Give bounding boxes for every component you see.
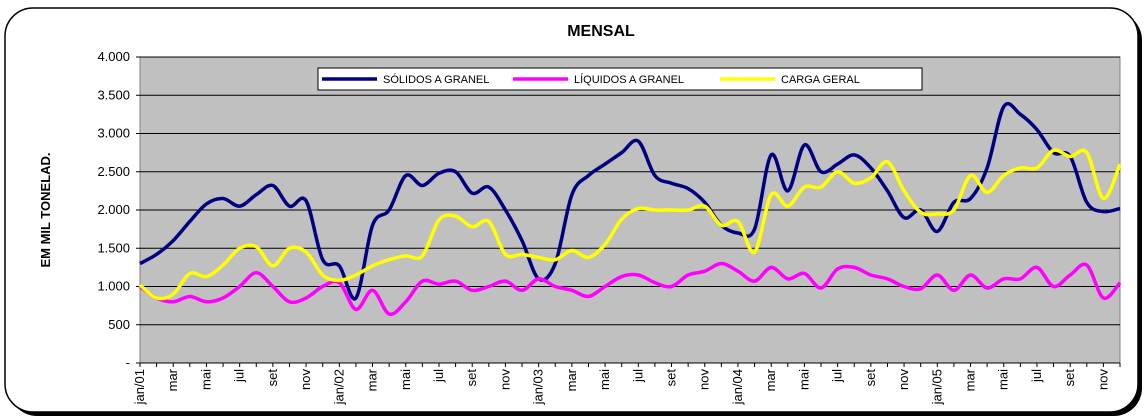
legend-label: LÍQUIDOS A GRANEL bbox=[574, 73, 684, 86]
legend-label: CARGA GERAL bbox=[781, 74, 860, 86]
x-tick-label: set bbox=[664, 369, 679, 387]
x-tick-label: nov bbox=[697, 369, 712, 390]
y-tick-label: 3.500 bbox=[97, 87, 130, 102]
x-tick-label: set bbox=[464, 369, 479, 387]
x-tick-label: mar bbox=[564, 368, 579, 391]
x-tick-label: set bbox=[1062, 369, 1077, 387]
x-tick-label: mai bbox=[996, 369, 1011, 390]
x-tick-label: mai bbox=[796, 369, 811, 390]
x-tick-label: mar bbox=[365, 368, 380, 391]
series-line bbox=[138, 148, 1122, 301]
x-tick-label: mar bbox=[165, 368, 180, 391]
y-tick-label: - bbox=[126, 355, 130, 370]
x-tick-label: jan/02 bbox=[331, 369, 346, 405]
legend bbox=[317, 67, 923, 91]
x-tick-label: jul bbox=[630, 369, 645, 383]
x-tick-label: nov bbox=[1095, 369, 1110, 390]
y-tick-label: 4.000 bbox=[97, 49, 130, 64]
chart-title: MENSAL bbox=[567, 23, 635, 40]
series-line bbox=[138, 261, 1122, 317]
y-axis-label: EM MIL TONELAD. bbox=[38, 152, 53, 267]
x-tick-label: nov bbox=[298, 369, 313, 390]
x-tick-label: mai bbox=[398, 369, 413, 390]
series-line bbox=[139, 101, 1121, 301]
x-tick-label: jul bbox=[431, 369, 446, 383]
x-tick-label: jan/01 bbox=[132, 369, 147, 405]
x-tick-label: jul bbox=[1029, 369, 1044, 383]
x-tick-label: jul bbox=[232, 369, 247, 383]
x-tick-label: jul bbox=[830, 369, 845, 383]
y-tick-label: 2.500 bbox=[97, 164, 130, 179]
x-tick-label: jan/03 bbox=[531, 369, 546, 405]
x-tick-label: jan/04 bbox=[730, 369, 745, 405]
x-tick-label: set bbox=[265, 369, 280, 387]
x-tick-label: mai bbox=[198, 369, 213, 390]
x-tick-label: mai bbox=[597, 369, 612, 390]
x-tick-label: set bbox=[863, 369, 878, 387]
y-tick-label: 3.000 bbox=[97, 126, 130, 141]
y-tick-label: 500 bbox=[108, 317, 130, 332]
legend-label: SÓLIDOS A GRANEL bbox=[383, 73, 489, 86]
x-tick-label: mar bbox=[963, 368, 978, 391]
x-tick-label: nov bbox=[896, 369, 911, 390]
y-tick-label: 1.500 bbox=[97, 240, 130, 255]
y-tick-label: 1.000 bbox=[97, 279, 130, 294]
x-tick-label: nov bbox=[497, 369, 512, 390]
x-tick-label: mar bbox=[763, 368, 778, 391]
x-tick-label: jan/05 bbox=[929, 369, 944, 405]
y-tick-label: 2.000 bbox=[97, 202, 130, 217]
